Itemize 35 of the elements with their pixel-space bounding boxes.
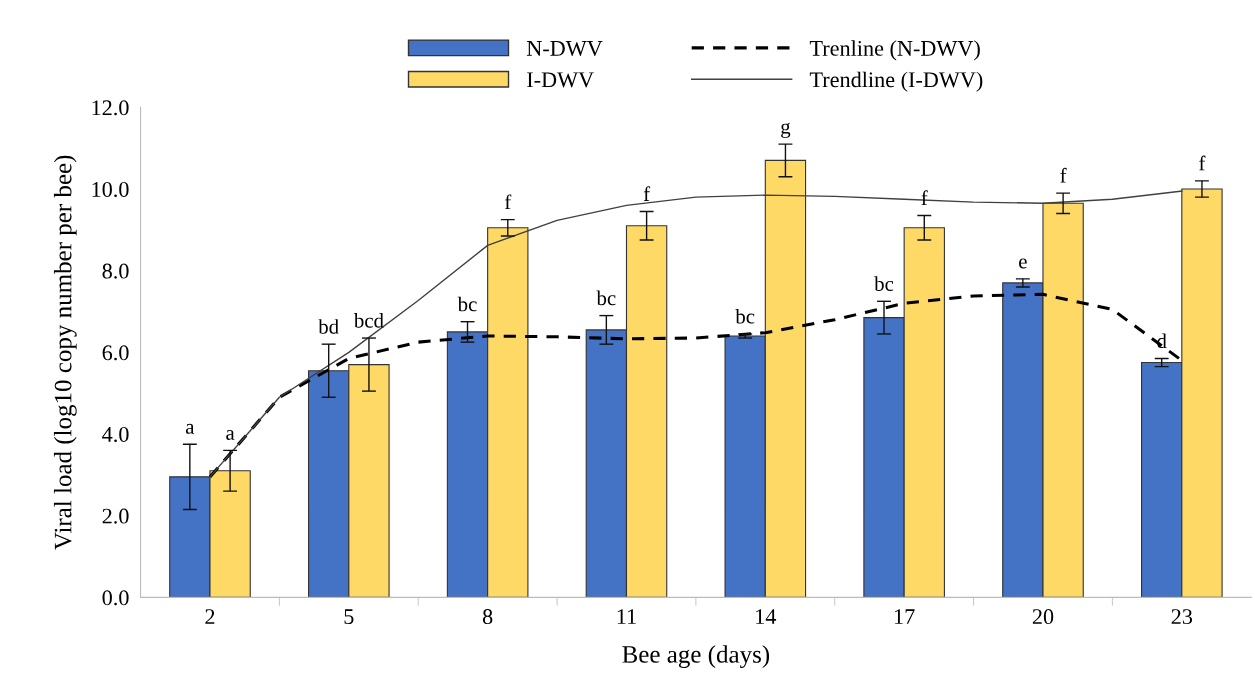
data-label: e xyxy=(1019,258,1027,269)
data-label: bcd xyxy=(353,313,384,328)
y-tick-label: 0.0 xyxy=(102,590,129,606)
data-label: bd xyxy=(318,319,339,334)
data-label: bc xyxy=(735,308,755,324)
data-label: bc xyxy=(596,290,616,306)
data-label: g xyxy=(781,122,791,138)
data-label: f xyxy=(1199,155,1206,171)
legend-label: N-DWV xyxy=(526,41,603,56)
data-label: bc xyxy=(874,276,894,291)
legend-label: I-DWV xyxy=(527,72,594,88)
legend-label: Trendline (I-DWV) xyxy=(809,71,983,92)
y-tick-label: 10.0 xyxy=(92,181,129,198)
y-tick-label: 12.0 xyxy=(92,100,129,116)
y-tick-label: 8.0 xyxy=(102,263,129,279)
data-label: f xyxy=(1060,167,1067,183)
x-tick-label: 5 xyxy=(344,609,354,625)
x-tick-label: 2 xyxy=(205,609,215,624)
x-tick-label: 14 xyxy=(756,609,777,624)
y-tick-label: 4.0 xyxy=(102,426,129,443)
legend-label: Trenline (N-DWV) xyxy=(809,40,980,61)
y-tick-label: 6.0 xyxy=(102,345,129,361)
data-label: f xyxy=(643,186,651,201)
x-tick-label: 17 xyxy=(894,609,915,624)
data-label: a xyxy=(185,423,195,434)
data-label: a xyxy=(226,429,235,440)
x-tick-label: 20 xyxy=(1032,609,1054,625)
x-tick-label: 23 xyxy=(1171,609,1193,625)
data-label: f xyxy=(504,194,512,210)
data-label: bc xyxy=(457,296,477,312)
y-tick-label: 2.0 xyxy=(102,508,129,524)
x-tick-label: 8 xyxy=(482,609,493,625)
x-tick-label: 11 xyxy=(617,609,636,624)
y-axis-title: Viral load (log10 copy number per bee) xyxy=(53,155,77,550)
x-axis-title: Bee age (days) xyxy=(622,645,770,668)
